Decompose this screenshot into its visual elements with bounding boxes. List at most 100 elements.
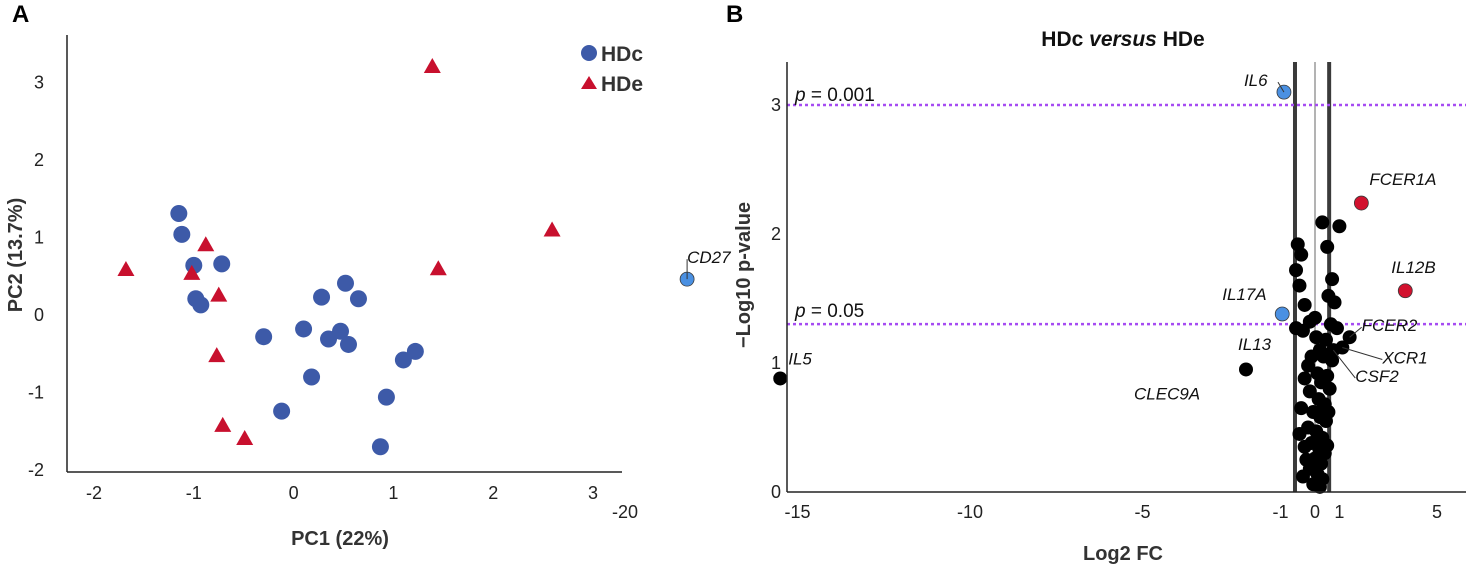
pca-point-hde	[423, 58, 441, 73]
pca-point-hdc	[295, 320, 313, 338]
legend-hde-label: HDe	[601, 73, 643, 96]
volcano-x-tick-label: -1	[1272, 502, 1288, 522]
volcano-point	[1320, 438, 1335, 453]
pca-point-hdc	[332, 322, 350, 340]
volcano-point-il13	[1289, 321, 1304, 336]
gene-label-leader	[1277, 81, 1285, 93]
pca-point-hde	[183, 264, 201, 280]
volcano-point-fcer1a	[1353, 195, 1369, 211]
volcano-y-tick-label: 3	[771, 95, 781, 115]
pca-point-hdc	[377, 388, 395, 406]
legend-hdc-marker	[581, 45, 597, 61]
threshold-label-p001: p = 0.001	[794, 85, 875, 106]
gene-label-clec9a: CLEC9A	[1134, 384, 1200, 403]
volcano-chart: HDc versus HDe p = 0.001 p = 0.05 IL6 FCE…	[612, 28, 1466, 565]
volcano-y-tick-label: 1	[771, 353, 781, 373]
volcano-point	[1309, 330, 1324, 345]
volcano-y-ticks: 0 1 2 3	[771, 95, 781, 502]
gene-label-fcer2: FCER2	[1362, 316, 1418, 335]
gene-label-il5: IL5	[788, 349, 812, 368]
volcano-x-tick-label: 0	[1310, 502, 1320, 522]
volcano-point	[1332, 219, 1347, 234]
pca-point-hde	[236, 430, 254, 445]
volcano-point	[1321, 405, 1336, 420]
pca-x-tick-label: 3	[588, 483, 598, 503]
volcano-x-axis-title: Log2 FC	[1083, 543, 1163, 565]
volcano-point	[1301, 358, 1316, 373]
volcano-point	[1325, 272, 1340, 287]
volcano-point	[1322, 381, 1337, 396]
pca-point-hdc	[406, 342, 424, 360]
pca-legend: HDc HDe	[581, 43, 643, 96]
volcano-point	[1297, 439, 1312, 454]
volcano-point	[1320, 239, 1335, 254]
volcano-point	[1308, 310, 1322, 325]
volcano-x-tick-label: -10	[957, 502, 983, 522]
volcano-x-tick-label: -5	[1134, 502, 1150, 522]
volcano-threshold-lines	[787, 103, 1466, 326]
volcano-y-axis-title: −Log10 p-value	[733, 202, 755, 348]
legend-hde-marker	[581, 76, 597, 89]
volcano-y-tick-label: 2	[771, 224, 781, 244]
volcano-point-il17a	[1274, 306, 1290, 322]
pca-y-tick-label: -2	[28, 460, 44, 480]
volcano-point	[1295, 469, 1310, 484]
pca-point-hdc	[339, 335, 357, 353]
volcano-point	[1297, 371, 1312, 386]
threshold-label-p005: p = 0.05	[794, 301, 864, 322]
volcano-x-tick-label: -20	[612, 502, 638, 522]
volcano-point	[1327, 295, 1342, 310]
volcano-point	[1292, 426, 1307, 441]
pca-x-tick-label: 0	[289, 483, 299, 503]
pca-x-ticks: -2 -1 0 1 2 3	[86, 483, 598, 503]
volcano-point	[1292, 278, 1307, 293]
pca-points	[117, 58, 561, 456]
gene-label-leader	[1349, 326, 1362, 338]
panel-label-a: A	[12, 1, 29, 28]
volcano-point-il5	[773, 371, 788, 386]
pca-point-hde	[543, 221, 561, 237]
pca-point-hde	[429, 260, 447, 276]
volcano-point	[1299, 452, 1314, 467]
volcano-x-tick-label: 1	[1334, 502, 1344, 522]
threshold-p001-value: = 0.001	[806, 85, 875, 106]
threshold-p005-symbol: p	[794, 301, 806, 322]
volcano-title-italic: versus	[1089, 28, 1157, 51]
volcano-x-ticks: -20 -15 -10 -5 -1 0 1 5	[612, 502, 1442, 522]
threshold-p001-symbol: p	[794, 85, 806, 106]
pca-point-hde	[208, 347, 226, 363]
pca-x-tick-label: -2	[86, 483, 102, 503]
pca-point-hdc	[336, 274, 354, 292]
volcano-title-tail: HDe	[1163, 28, 1205, 51]
gene-label-leader	[1332, 349, 1356, 379]
pca-point-hdc	[371, 438, 389, 456]
volcano-x-tick-label: -15	[784, 502, 810, 522]
volcano-points	[679, 84, 1413, 494]
gene-label-il6: IL6	[1244, 71, 1268, 90]
volcano-point	[1294, 401, 1309, 416]
pca-point-hde	[214, 416, 232, 432]
gene-label-il12b: IL12B	[1391, 258, 1435, 277]
volcano-point-clec9a	[1239, 362, 1253, 377]
pca-point-hdc	[349, 290, 367, 308]
gene-label-fcer1a: FCER1A	[1369, 170, 1436, 189]
threshold-p005-value: = 0.05	[806, 301, 865, 322]
pca-y-tick-label: 3	[34, 73, 44, 93]
pca-point-hdc	[313, 288, 331, 306]
panel-label-b: B	[726, 1, 743, 28]
pca-point-hdc	[273, 402, 291, 420]
volcano-point	[1312, 479, 1327, 494]
volcano-point	[1297, 297, 1312, 312]
gene-label-il13: IL13	[1238, 335, 1272, 354]
pca-x-tick-label: -1	[186, 483, 202, 503]
pca-point-hde	[197, 236, 215, 252]
gene-label-cd27: CD27	[687, 248, 731, 267]
gene-label-il17a: IL17A	[1222, 285, 1266, 304]
volcano-point	[1294, 247, 1309, 262]
pca-point-hde	[210, 286, 228, 302]
pca-x-tick-label: 2	[488, 483, 498, 503]
pca-y-tick-label: 0	[34, 305, 44, 325]
pca-y-axis-title: PC2 (13.7%)	[5, 198, 27, 313]
